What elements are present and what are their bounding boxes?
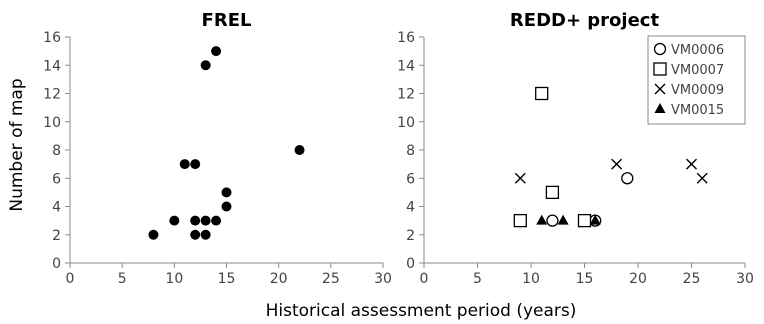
frel-panel: FREL 0 2 4 6 8 10 12 14 16 0 5 10 15 20 25 30 [43, 10, 392, 287]
legend-marker [654, 103, 666, 113]
x-tick-label: 10 [522, 271, 540, 287]
redd-project-panel: REDD+ project 0 2 4 6 8 10 12 14 16 0 5 10 15 20 25 30 VM… [397, 10, 754, 287]
x-tick-label: 20 [629, 271, 647, 287]
frel-point [211, 215, 222, 226]
legend-label: VM0007 [671, 63, 724, 78]
vm0007-point [545, 185, 560, 200]
vm0009-point [686, 158, 697, 170]
legend-marker [653, 42, 667, 56]
x-tick-label: 25 [322, 271, 340, 287]
vm0007-point [535, 86, 549, 101]
frel-point [148, 229, 159, 240]
vm0006-point [621, 172, 634, 185]
x-tick-label: 0 [420, 271, 429, 287]
y-tick-label: 10 [397, 115, 415, 131]
y-tick-label: 4 [406, 200, 415, 216]
frel-point [294, 145, 305, 155]
legend-label: VM0006 [671, 43, 724, 58]
y-tick-label: 14 [397, 58, 415, 74]
y-tick-label: 4 [52, 200, 61, 216]
frel-point [211, 46, 222, 57]
chart-title: FREL [202, 10, 252, 31]
x-tick-label: 0 [66, 271, 75, 287]
x-tick-label: 20 [270, 271, 288, 287]
frel-point [221, 201, 232, 212]
x-axis-label: Historical assessment period (years) [266, 301, 577, 320]
y-tick-label: 12 [397, 87, 415, 103]
y-tick-label: 16 [397, 30, 415, 46]
x-tick-label: 25 [683, 271, 701, 287]
x-tick-label: 30 [736, 271, 754, 287]
vm0009-point [514, 172, 526, 184]
x-tick-label: 10 [165, 271, 183, 287]
frel-point [179, 159, 190, 170]
vm0009-point [696, 172, 708, 184]
vm0009-point [611, 158, 623, 170]
frel-point [190, 215, 201, 226]
y-tick-label: 2 [52, 228, 61, 244]
y-tick-label: 6 [52, 171, 61, 187]
x-tick-label: 30 [374, 271, 392, 287]
vm0007-point [577, 213, 592, 228]
cross-stroke [696, 172, 708, 184]
vm0007-point [513, 213, 527, 228]
y-tick-label: 8 [52, 143, 61, 159]
x-tick-label: 15 [576, 271, 594, 287]
y-tick-label: 6 [406, 171, 415, 187]
frel-point [200, 60, 211, 71]
x-tick-label: 15 [218, 271, 236, 287]
y-axis-label: Number of map [7, 78, 27, 211]
y-tick-label: 2 [406, 228, 415, 244]
cross-stroke [611, 158, 623, 170]
y-tick-label: 10 [43, 115, 61, 131]
vm0015-point [536, 214, 548, 225]
legend-marker [654, 83, 666, 95]
legend-label: VM0009 [671, 83, 724, 98]
y-tick-label: 16 [43, 30, 61, 46]
x-tick-label: 5 [473, 271, 482, 287]
y-tick-label: 8 [406, 143, 415, 159]
frel-point [190, 229, 201, 240]
vm0006-point [546, 214, 559, 227]
frel-point [200, 215, 211, 226]
frel-point [221, 187, 232, 198]
cross-stroke [686, 158, 697, 170]
y-tick-label: 0 [52, 256, 61, 272]
y-tick-label: 14 [43, 58, 61, 74]
vm0015-point [557, 214, 569, 225]
x-tick-label: 5 [118, 271, 127, 287]
legend-marker [653, 62, 667, 76]
y-tick-label: 0 [406, 256, 415, 272]
y-tick-label: 12 [43, 87, 61, 103]
legend-label: VM0015 [671, 103, 724, 118]
vm0015-point [589, 214, 601, 225]
cross-stroke [654, 83, 666, 95]
cross-stroke [514, 172, 526, 184]
frel-point [169, 215, 180, 226]
chart-title: REDD+ project [510, 10, 660, 31]
frel-point [200, 229, 211, 240]
frel-point [190, 159, 201, 170]
